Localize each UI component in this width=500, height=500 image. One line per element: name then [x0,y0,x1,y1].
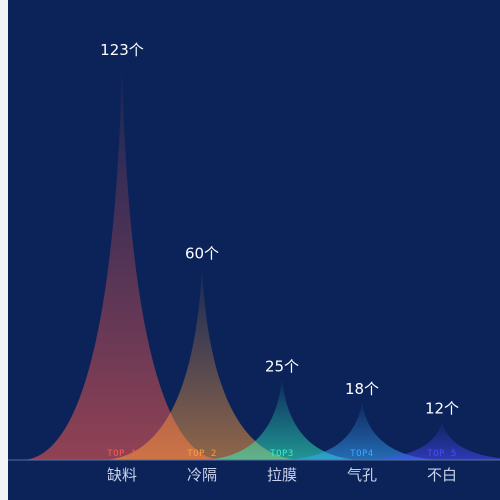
value-label: 123个 [100,41,144,59]
peak-4[interactable] [282,401,442,460]
rank-label: TOP3 [270,449,294,459]
category-label: 缺料 [107,466,137,484]
category-label: 不白 [427,466,457,484]
rank-label: TOP 2 [187,449,217,459]
peak-2[interactable] [102,266,302,460]
peak-1[interactable] [22,63,222,460]
value-label: 18个 [345,380,379,398]
value-label: 25个 [265,357,299,375]
category-label: 气孔 [347,466,377,484]
rank-label: TOP 1 [107,449,137,459]
rank-label: TOP 5 [427,449,457,459]
value-label: 60个 [185,244,219,262]
peak-3[interactable] [202,379,362,460]
category-label: 冷隔 [187,466,217,484]
peak-5[interactable] [362,421,500,460]
value-label: 12个 [425,399,459,417]
category-label: 拉膜 [267,466,297,484]
rank-label: TOP4 [350,449,374,459]
